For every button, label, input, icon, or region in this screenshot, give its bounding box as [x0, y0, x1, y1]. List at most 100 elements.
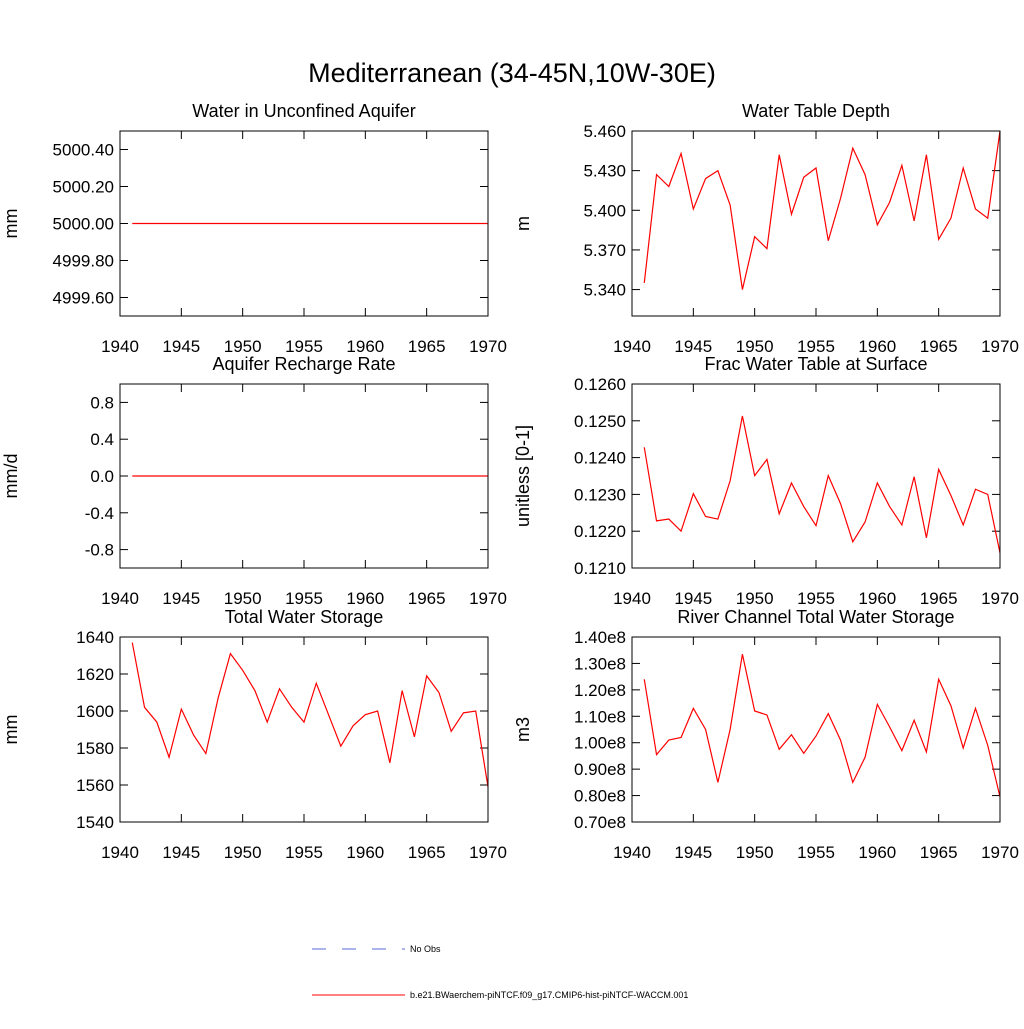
y-tick-label: 0.1220: [574, 522, 626, 541]
x-tick-label: 1965: [920, 589, 958, 608]
x-tick-label: 1965: [408, 589, 446, 608]
plot-frame: [119, 636, 489, 823]
y-tick-label: 1600: [76, 702, 114, 721]
y-tick-label: 0.80e8: [574, 787, 626, 806]
data-line: [643, 415, 1001, 554]
y-tick-label: 0.1240: [574, 449, 626, 468]
y-axis-label: mm: [1, 209, 21, 239]
x-tick-label: 1970: [981, 589, 1019, 608]
y-tick-label: 1.20e8: [574, 681, 626, 700]
x-tick-label: 1945: [674, 843, 712, 862]
y-tick-label: 0.8: [90, 393, 114, 412]
plot-frame: [631, 636, 1001, 823]
x-tick-label: 1940: [613, 589, 651, 608]
y-tick-label: 0.1210: [574, 559, 626, 578]
plot-frame: [631, 130, 1001, 317]
y-axis-label: mm/d: [1, 454, 21, 499]
y-axis-label: unitless [0-1]: [513, 425, 533, 527]
legend-label: b.e21.BWaerchem-piNTCF.f09_g17.CMIP6-his…: [410, 990, 688, 1000]
x-tick-label: 1955: [797, 337, 835, 356]
y-tick-label: 1.00e8: [574, 734, 626, 753]
x-tick-label: 1955: [797, 843, 835, 862]
y-tick-label: 0.90e8: [574, 760, 626, 779]
x-tick-label: 1960: [346, 843, 384, 862]
x-tick-label: 1950: [736, 843, 774, 862]
y-tick-label: -0.8: [85, 541, 114, 560]
x-tick-label: 1945: [674, 337, 712, 356]
y-tick-label: 5.460: [583, 122, 626, 141]
x-tick-label: 1965: [920, 843, 958, 862]
panel-title: Aquifer Recharge Rate: [212, 354, 395, 374]
x-tick-label: 1950: [224, 843, 262, 862]
x-tick-label: 1950: [224, 589, 262, 608]
y-tick-label: 0.1260: [574, 375, 626, 394]
x-tick-label: 1950: [736, 337, 774, 356]
x-tick-label: 1955: [285, 589, 323, 608]
x-tick-label: 1940: [101, 589, 139, 608]
data-line: [643, 654, 1001, 798]
y-tick-label: 1.10e8: [574, 707, 626, 726]
x-tick-label: 1960: [858, 589, 896, 608]
x-tick-label: 1960: [858, 843, 896, 862]
y-tick-label: -0.4: [85, 504, 114, 523]
x-tick-label: 1970: [981, 843, 1019, 862]
x-tick-label: 1970: [469, 843, 507, 862]
x-tick-label: 1945: [162, 589, 200, 608]
x-tick-label: 1965: [408, 337, 446, 356]
legend-label: No Obs: [410, 944, 441, 954]
y-axis-label: m: [513, 216, 533, 231]
figure-title: Mediterranean (34-45N,10W-30E): [308, 58, 716, 88]
y-tick-label: 5.430: [583, 162, 626, 181]
y-tick-label: 5000.00: [53, 215, 114, 234]
y-tick-label: 4999.80: [53, 252, 114, 271]
y-tick-label: 5000.20: [53, 178, 114, 197]
y-tick-label: 5.400: [583, 201, 626, 220]
x-tick-label: 1940: [101, 843, 139, 862]
x-tick-label: 1970: [469, 337, 507, 356]
x-tick-label: 1945: [162, 843, 200, 862]
y-tick-label: 1620: [76, 665, 114, 684]
panel-title: Water Table Depth: [742, 101, 890, 121]
y-tick-label: 1.30e8: [574, 654, 626, 673]
x-tick-label: 1940: [613, 843, 651, 862]
y-axis-label: m3: [513, 717, 533, 742]
y-tick-label: 1640: [76, 628, 114, 647]
y-tick-label: 1560: [76, 776, 114, 795]
y-tick-label: 0.70e8: [574, 813, 626, 832]
x-tick-label: 1955: [285, 843, 323, 862]
x-tick-label: 1960: [858, 337, 896, 356]
x-tick-label: 1940: [101, 337, 139, 356]
y-tick-label: 5.370: [583, 241, 626, 260]
y-tick-label: 1580: [76, 739, 114, 758]
x-tick-label: 1960: [346, 337, 384, 356]
x-tick-label: 1955: [285, 337, 323, 356]
plot-frame: [119, 130, 489, 317]
y-tick-label: 5.340: [583, 281, 626, 300]
y-tick-label: 0.4: [90, 430, 114, 449]
y-tick-label: 1.40e8: [574, 628, 626, 647]
x-tick-label: 1940: [613, 337, 651, 356]
panel-title: Frac Water Table at Surface: [704, 354, 927, 374]
y-tick-label: 0.1250: [574, 412, 626, 431]
x-tick-label: 1950: [736, 589, 774, 608]
y-tick-label: 0.1230: [574, 485, 626, 504]
plot-frame: [119, 383, 489, 569]
y-tick-label: 4999.60: [53, 289, 114, 308]
x-tick-label: 1945: [162, 337, 200, 356]
x-tick-label: 1945: [674, 589, 712, 608]
panel-title: River Channel Total Water Storage: [677, 607, 954, 627]
x-tick-label: 1965: [408, 843, 446, 862]
x-tick-label: 1965: [920, 337, 958, 356]
x-tick-label: 1970: [469, 589, 507, 608]
x-tick-label: 1970: [981, 337, 1019, 356]
panel-title: Water in Unconfined Aquifer: [192, 101, 415, 121]
y-axis-label: mm: [1, 715, 21, 745]
y-tick-label: 1540: [76, 813, 114, 832]
x-tick-label: 1960: [346, 589, 384, 608]
y-tick-label: 0.0: [90, 467, 114, 486]
data-line: [131, 642, 489, 787]
panel-title: Total Water Storage: [225, 607, 383, 627]
data-line: [643, 130, 1001, 290]
